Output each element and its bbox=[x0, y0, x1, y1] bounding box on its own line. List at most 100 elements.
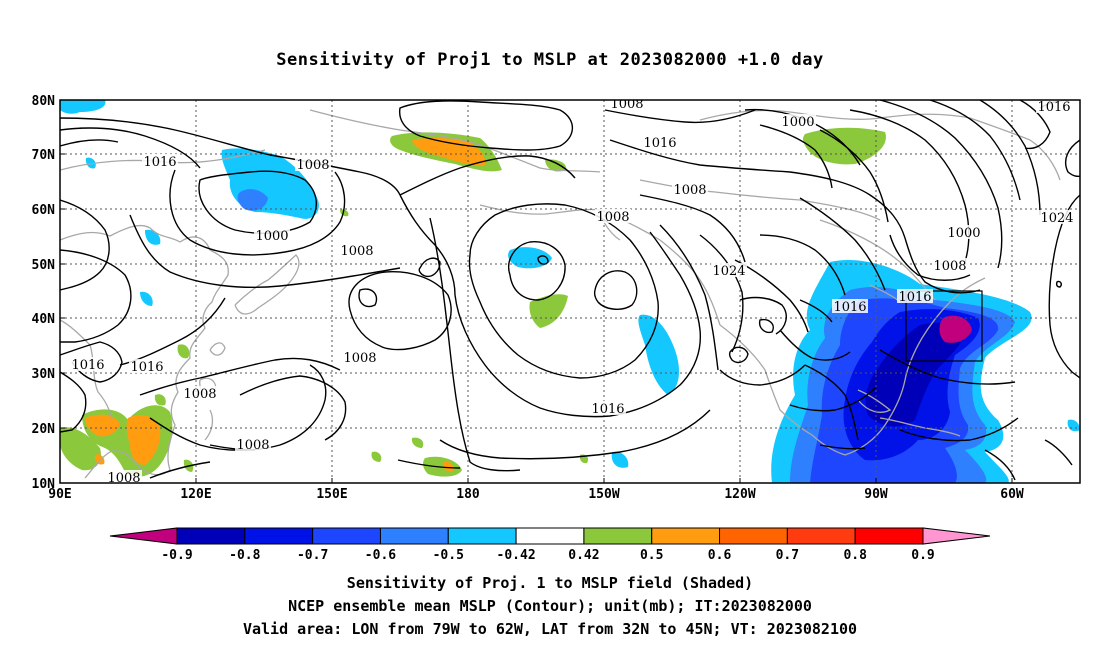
map-frame bbox=[59, 99, 1081, 484]
contour-label: 1016 bbox=[130, 360, 163, 375]
lat-label: 20N bbox=[32, 422, 56, 437]
colorbar-label: 0.42 bbox=[568, 548, 599, 563]
colorbar-low-arrow bbox=[109, 527, 178, 545]
lon-label: 150E bbox=[316, 487, 347, 502]
colorbar-label: -0.9 bbox=[161, 548, 192, 563]
contour-label-bg bbox=[142, 154, 178, 168]
colorbar-label: -0.42 bbox=[497, 548, 536, 563]
colorbar-label: 0.5 bbox=[640, 548, 663, 563]
contour-label-bg bbox=[235, 437, 271, 451]
contour-label-bg bbox=[106, 470, 142, 483]
colorbar-label: -0.6 bbox=[365, 548, 396, 563]
caption-shaded: Sensitivity of Proj. 1 to MSLP field (Sh… bbox=[346, 574, 754, 592]
colorbar-label: 0.9 bbox=[911, 548, 934, 563]
lat-label: 80N bbox=[32, 94, 56, 109]
contour-label: 1008 bbox=[673, 183, 706, 198]
contour-label-bg bbox=[1039, 210, 1075, 224]
colorbar-label: -0.8 bbox=[229, 548, 260, 563]
contour-label: 1008 bbox=[183, 387, 216, 402]
colorbar-label: 0.6 bbox=[708, 548, 732, 563]
caption-valid-area: Valid area: LON from 79W to 62W, LAT fro… bbox=[242, 620, 858, 638]
map-title: Sensitivity of Proj1 to MSLP at 20230820… bbox=[276, 50, 824, 70]
contour-label-bg bbox=[129, 359, 165, 373]
contour-label: 1016 bbox=[643, 136, 676, 151]
contour-label-bg bbox=[672, 182, 708, 196]
colorbar-label: 0.7 bbox=[776, 548, 799, 563]
contour-label-bg bbox=[595, 209, 631, 223]
caption-contour: NCEP ensemble mean MSLP (Contour); unit(… bbox=[288, 597, 812, 615]
colorbar-box bbox=[854, 527, 924, 545]
lat-label: 10N bbox=[32, 477, 56, 492]
contour-label: 1016 bbox=[833, 300, 866, 315]
contour-label-bg bbox=[590, 401, 626, 415]
colorbar-box bbox=[244, 527, 314, 545]
negative-sensitivity-region bbox=[771, 260, 1032, 483]
colorbar-box bbox=[515, 527, 585, 545]
colorbar-box bbox=[379, 527, 449, 545]
contour-label: 1016 bbox=[1037, 100, 1070, 115]
contour-label: 1008 bbox=[107, 471, 140, 486]
colorbar-label: -0.5 bbox=[433, 548, 464, 563]
lat-lon-grid bbox=[60, 100, 1080, 483]
lon-label: 150W bbox=[588, 487, 619, 502]
contour-label: 1000 bbox=[781, 115, 814, 130]
contour-label-bg bbox=[254, 228, 290, 242]
colorbar-high-arrow bbox=[922, 527, 991, 545]
valid-area-box bbox=[905, 290, 983, 362]
contour-label-bg bbox=[609, 100, 645, 110]
contour-label-bg bbox=[70, 357, 106, 371]
lon-label: 60W bbox=[1000, 487, 1024, 502]
contour-label: 1000 bbox=[947, 226, 980, 241]
contour-label: 1008 bbox=[296, 158, 329, 173]
lat-label: 30N bbox=[32, 367, 56, 382]
lat-label: 70N bbox=[32, 148, 56, 163]
contour-label: 1016 bbox=[71, 358, 104, 373]
colorbar-label: 0.8 bbox=[843, 548, 867, 563]
lat-label: 40N bbox=[32, 312, 56, 327]
contour-label-bg bbox=[711, 263, 747, 277]
lat-label: 50N bbox=[32, 258, 56, 273]
lon-label: 90W bbox=[864, 487, 888, 502]
colorbar-box bbox=[176, 527, 246, 545]
contour-label-bg bbox=[897, 289, 933, 303]
colorbar: -0.9 -0.8 -0.7 -0.6 -0.5 -0.42 0.42 0.5 0.6 0.7 0.… bbox=[109, 527, 991, 563]
contour-label: 1008 bbox=[933, 259, 966, 274]
colorbar-box bbox=[786, 527, 856, 545]
lat-label: 60N bbox=[32, 203, 56, 218]
colorbar-box bbox=[447, 527, 517, 545]
contour-label: 1024 bbox=[1040, 211, 1073, 226]
contour-label-bg bbox=[295, 157, 331, 171]
contour-label-bg bbox=[780, 114, 816, 128]
contour-label-bg bbox=[182, 386, 218, 400]
lon-label: 90E bbox=[48, 487, 71, 502]
contour-label: 1008 bbox=[596, 210, 629, 225]
lon-label: 120E bbox=[180, 487, 211, 502]
colorbar-box bbox=[312, 527, 381, 545]
contour-label-bg bbox=[946, 225, 982, 239]
mslp-contours bbox=[60, 100, 1080, 481]
colorbar-box bbox=[651, 527, 721, 545]
map-plot-area: 1008 1016 1008 1016 1000 1008 1016 1016 1008 1008… bbox=[60, 97, 1080, 486]
contour-label: 1016 bbox=[143, 155, 176, 170]
contour-label-bg bbox=[932, 258, 968, 272]
lon-label: 120W bbox=[724, 487, 755, 502]
contour-label-bg bbox=[642, 135, 678, 149]
contour-label-bg bbox=[832, 299, 868, 313]
positive-sensitivity-patches bbox=[60, 127, 886, 477]
colorbar-label: -0.7 bbox=[297, 548, 328, 563]
colorbar-box bbox=[583, 527, 653, 545]
contour-label-bg bbox=[339, 243, 375, 257]
contour-label-bg bbox=[1036, 100, 1072, 113]
colorbar-box bbox=[719, 527, 788, 545]
contour-label: 1008 bbox=[610, 97, 643, 112]
contour-label: 1000 bbox=[255, 229, 288, 244]
contour-label: 1008 bbox=[343, 351, 376, 366]
contour-label-bg bbox=[342, 350, 378, 364]
contour-label: 1016 bbox=[591, 402, 624, 417]
contour-label: 1008 bbox=[340, 244, 373, 259]
contour-label: 1008 bbox=[236, 438, 269, 453]
contour-label: 1024 bbox=[712, 264, 745, 279]
lon-label: 180 bbox=[456, 487, 480, 502]
contour-label: 1016 bbox=[898, 290, 931, 305]
